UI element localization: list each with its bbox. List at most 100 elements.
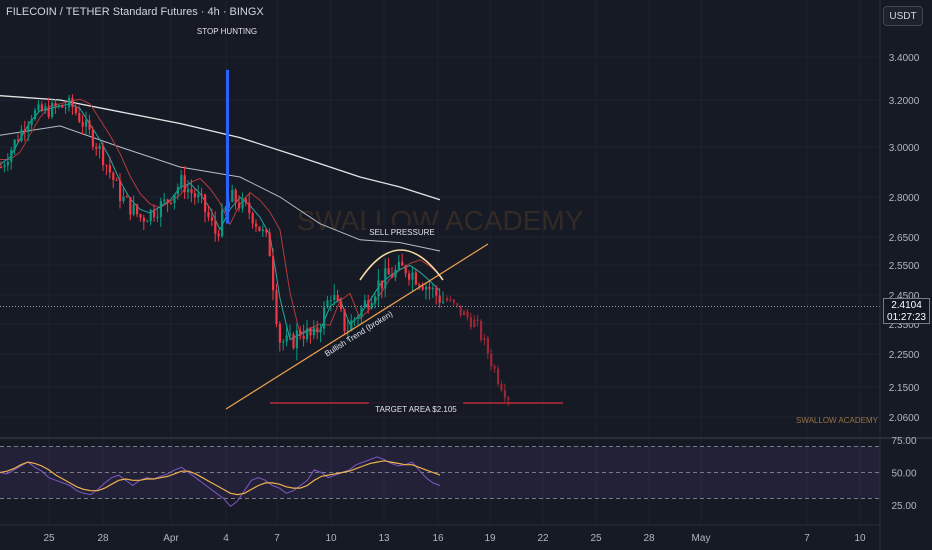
- candle-body: [136, 204, 139, 215]
- time-axis[interactable]: 25 28 Apr 4 7 10 13 16 19 22 25 28 May 7 10: [0, 524, 880, 544]
- candle-body: [17, 139, 20, 141]
- candle-body: [68, 97, 71, 108]
- candle-body: [425, 286, 428, 290]
- watermark-main: SWALLOW ACADEMY: [297, 205, 584, 236]
- candle-body: [122, 196, 125, 202]
- candle-body: [207, 211, 210, 218]
- candle-body: [397, 261, 400, 270]
- candle-body: [108, 165, 111, 173]
- projection-body: [466, 311, 469, 318]
- candle-body: [265, 229, 268, 233]
- projection-body: [500, 384, 503, 391]
- price-tick-label: 2.4500: [889, 291, 920, 302]
- price-tick-label: 2.5500: [889, 261, 920, 272]
- projection-body: [456, 303, 459, 306]
- candle-body: [105, 165, 108, 167]
- candle-body: [221, 210, 224, 237]
- candle-body: [102, 145, 105, 166]
- candle-body: [387, 268, 390, 275]
- candle-body: [241, 198, 244, 209]
- candle-body: [6, 161, 9, 166]
- candle-body: [295, 330, 298, 349]
- symbol-title[interactable]: FILECOIN / TETHER Standard Futures · 4h …: [6, 6, 264, 18]
- candle-body: [13, 139, 16, 150]
- candle-body: [197, 194, 200, 198]
- projection-body: [476, 319, 479, 321]
- projection-body: [469, 317, 472, 328]
- price-tick-label: 2.1500: [889, 383, 920, 394]
- candle-body: [380, 280, 383, 289]
- candle-body: [91, 129, 94, 147]
- candle-body: [176, 187, 179, 195]
- rsi-line: [0, 456, 441, 507]
- time-tick-label: 4: [223, 533, 229, 544]
- projection-body: [473, 319, 476, 328]
- ema-mid-line: [0, 125, 441, 252]
- projection-body: [452, 299, 455, 304]
- candle-body: [64, 107, 67, 109]
- candle-body: [37, 104, 40, 111]
- candle-body: [421, 286, 424, 290]
- candle-body: [159, 201, 162, 218]
- candle-body: [234, 189, 237, 203]
- candle-body: [350, 320, 353, 331]
- price-tick-label: 2.3500: [889, 320, 920, 331]
- time-tick-label: 13: [378, 533, 390, 544]
- projection-body: [449, 299, 452, 301]
- candle-body: [3, 165, 6, 168]
- candle-body: [149, 209, 152, 222]
- candle-body: [282, 341, 285, 343]
- candle-body: [47, 106, 50, 117]
- projection-body: [446, 297, 449, 301]
- candle-body: [363, 300, 366, 308]
- candle-body: [316, 327, 319, 333]
- time-tick-label: 28: [97, 533, 109, 544]
- time-tick-label: 7: [274, 533, 280, 544]
- candle-body: [78, 113, 81, 122]
- candle-body: [377, 280, 380, 297]
- candle-body: [438, 295, 441, 303]
- candle-body: [258, 226, 261, 232]
- projection-body: [497, 368, 500, 385]
- candle-body: [125, 196, 128, 198]
- spike-candle: [226, 69, 229, 224]
- candle-body: [88, 120, 91, 130]
- candle-body: [435, 288, 438, 296]
- candle-body: [129, 197, 132, 215]
- time-tick-label: 25: [43, 533, 55, 544]
- projection-body: [480, 320, 483, 341]
- candle-body: [370, 303, 373, 309]
- last-price-value: 2.4104: [891, 300, 922, 311]
- candle-body: [112, 172, 115, 180]
- time-tick-label: 28: [643, 533, 655, 544]
- candle-body: [204, 194, 207, 212]
- candle-body: [411, 272, 414, 280]
- candle-body: [173, 194, 176, 204]
- candle-body: [44, 106, 47, 111]
- candle-body: [391, 274, 394, 278]
- projection-body: [459, 305, 462, 316]
- bar-countdown: 01:27:23: [887, 312, 926, 323]
- bullish-trendline: [225, 243, 489, 410]
- price-axis[interactable]: 3.4000 3.2000 3.0000 2.8000 2.6500 2.5500 2.45…: [879, 0, 920, 550]
- candle-body: [309, 328, 312, 336]
- candle-body: [353, 318, 356, 321]
- candle-body: [238, 202, 241, 209]
- candle-body: [272, 256, 275, 291]
- candle-body: [299, 330, 302, 336]
- candle-body: [27, 125, 30, 133]
- last-price-tag: 2.4104 01:27:23: [883, 298, 930, 324]
- candle-body: [71, 97, 74, 107]
- annotation-stop-hunting: STOP HUNTING: [197, 27, 257, 36]
- candle-body: [275, 290, 278, 324]
- time-tick-label: May: [692, 533, 711, 544]
- candle-body: [224, 207, 227, 211]
- currency-button[interactable]: USDT: [883, 6, 923, 26]
- time-tick-label: 19: [484, 533, 496, 544]
- candle-body: [190, 189, 193, 194]
- candle-body: [180, 175, 183, 188]
- candle-body: [156, 217, 159, 219]
- candle-body: [98, 145, 101, 149]
